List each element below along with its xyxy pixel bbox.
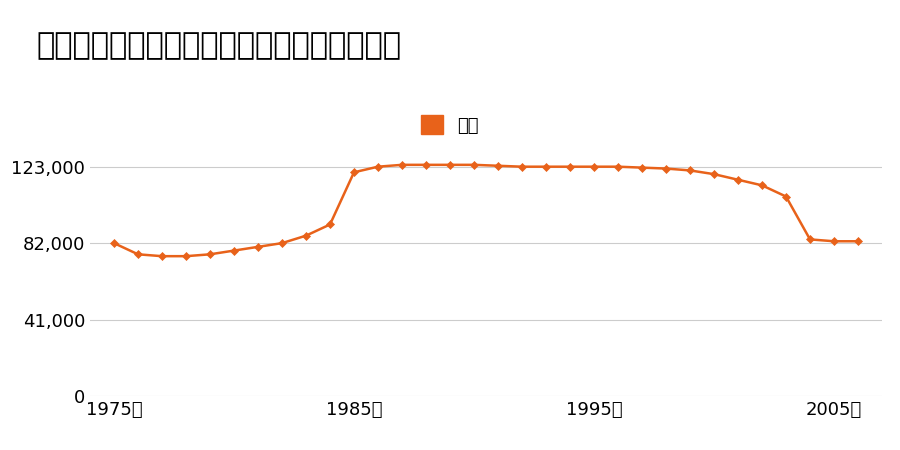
Text: 鹿児島県加世田市本町２０番１１の地価推移: 鹿児島県加世田市本町２０番１１の地価推移 [36,32,401,60]
Legend: 価格: 価格 [414,108,486,142]
